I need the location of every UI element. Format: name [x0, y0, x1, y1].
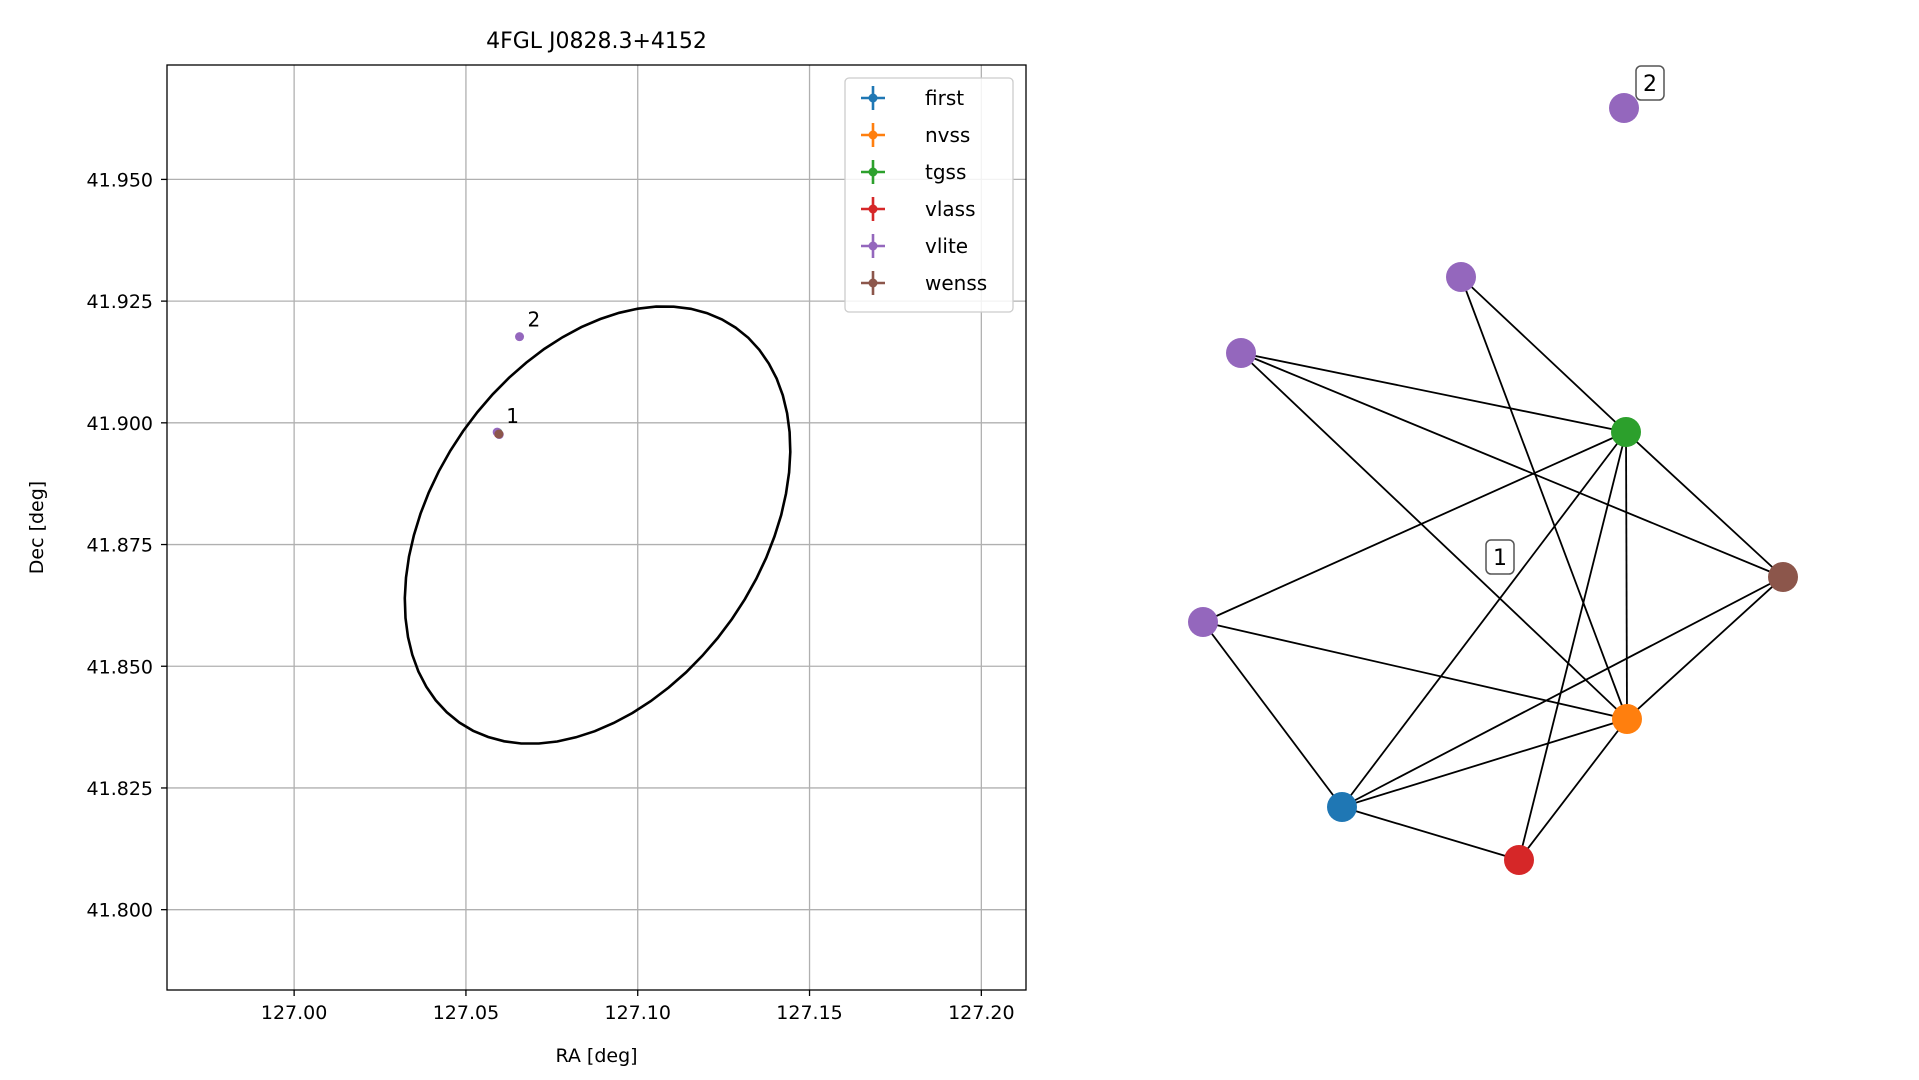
network-edge — [1518, 431, 1627, 861]
network-label-box — [1485, 539, 1515, 575]
annotation-label: 2 — [528, 308, 541, 332]
network-panel: 12 — [1188, 65, 1798, 875]
legend-box — [844, 77, 1014, 313]
network-edge — [1202, 431, 1627, 623]
legend-label-first: first — [925, 86, 964, 110]
axes-frame — [166, 64, 1027, 991]
network-edge — [1240, 352, 1784, 578]
network-label-box — [1635, 65, 1665, 101]
y-tick-label: 41.800 — [87, 900, 153, 922]
grid — [167, 65, 1026, 990]
network-edge — [1240, 352, 1628, 720]
network-label: 2 — [1643, 72, 1657, 97]
network-edge — [1625, 431, 1784, 578]
network-node-nvss — [1612, 704, 1642, 734]
network-labels: 12 — [1485, 65, 1665, 575]
legend-label-tgss: tgss — [925, 160, 966, 184]
y-tick-label: 41.900 — [87, 413, 153, 435]
network-node-vlite_d — [1609, 93, 1639, 123]
legend-marker-dot — [868, 204, 878, 214]
legend-marker-dot — [868, 167, 878, 177]
y-tick-label: 41.950 — [87, 169, 153, 191]
point-vlite — [515, 332, 525, 342]
network-edge — [1341, 806, 1520, 861]
network-node-vlite_c — [1226, 338, 1256, 368]
y-axis-label: Dec [deg] — [26, 481, 48, 574]
network-edge — [1341, 576, 1784, 808]
localization-ellipse — [403, 305, 792, 745]
x-tick-label: 127.05 — [433, 1002, 499, 1024]
y-tick-label: 41.925 — [87, 291, 153, 313]
x-tick-label: 127.15 — [776, 1002, 842, 1024]
network-edge — [1341, 431, 1627, 808]
network-node-vlass — [1504, 845, 1534, 875]
y-axis: 41.800 41.825 41.850 41.875 41.900 41.925 41.9… — [87, 169, 167, 922]
x-tick-label: 127.20 — [948, 1002, 1014, 1024]
network-nodes — [1188, 93, 1798, 875]
network-edge — [1460, 276, 1628, 720]
annotation-label: 1 — [506, 404, 519, 428]
point-annotations: 12 — [506, 308, 540, 428]
network-label: 1 — [1493, 546, 1507, 571]
scatter-panel: 12 127.00 127.05 127.10 127.15 127.20 41.800… — [26, 29, 1027, 1067]
y-tick-label: 41.850 — [87, 656, 153, 678]
x-axis: 127.00 127.05 127.10 127.15 127.20 — [261, 990, 1015, 1024]
network-node-wenss — [1768, 562, 1798, 592]
legend-marker-dot — [868, 278, 878, 288]
network-edge — [1202, 621, 1628, 720]
x-tick-label: 127.00 — [261, 1002, 327, 1024]
legend-label-nvss: nvss — [925, 123, 970, 147]
y-tick-label: 41.875 — [87, 535, 153, 557]
x-axis-label: RA [deg] — [555, 1045, 637, 1067]
network-node-vlite_b — [1188, 607, 1218, 637]
network-edge — [1518, 718, 1628, 861]
legend-label-vlite: vlite — [925, 234, 968, 258]
network-node-vlite_a — [1446, 262, 1476, 292]
legend-label-wenss: wenss — [925, 271, 987, 295]
point-wenss — [494, 429, 504, 439]
network-node-tgss — [1611, 417, 1641, 447]
y-tick-label: 41.825 — [87, 778, 153, 800]
legend-label-vlass: vlass — [925, 197, 976, 221]
network-edge — [1341, 718, 1628, 808]
network-edge — [1202, 621, 1343, 808]
network-node-first — [1327, 792, 1357, 822]
network-edge — [1626, 576, 1784, 720]
legend-marker-dot — [868, 130, 878, 140]
network-edge — [1460, 276, 1627, 433]
legend: first nvss tgss vlass vlite wenss — [844, 77, 1014, 313]
data-points — [492, 332, 525, 440]
network-edge — [1625, 431, 1628, 720]
legend-marker-dot — [868, 241, 878, 251]
legend-marker-dot — [868, 93, 878, 103]
chart-title: 4FGL J0828.3+4152 — [486, 29, 707, 54]
network-edge — [1240, 352, 1627, 433]
x-tick-label: 127.10 — [604, 1002, 670, 1024]
network-edges — [1202, 276, 1784, 861]
